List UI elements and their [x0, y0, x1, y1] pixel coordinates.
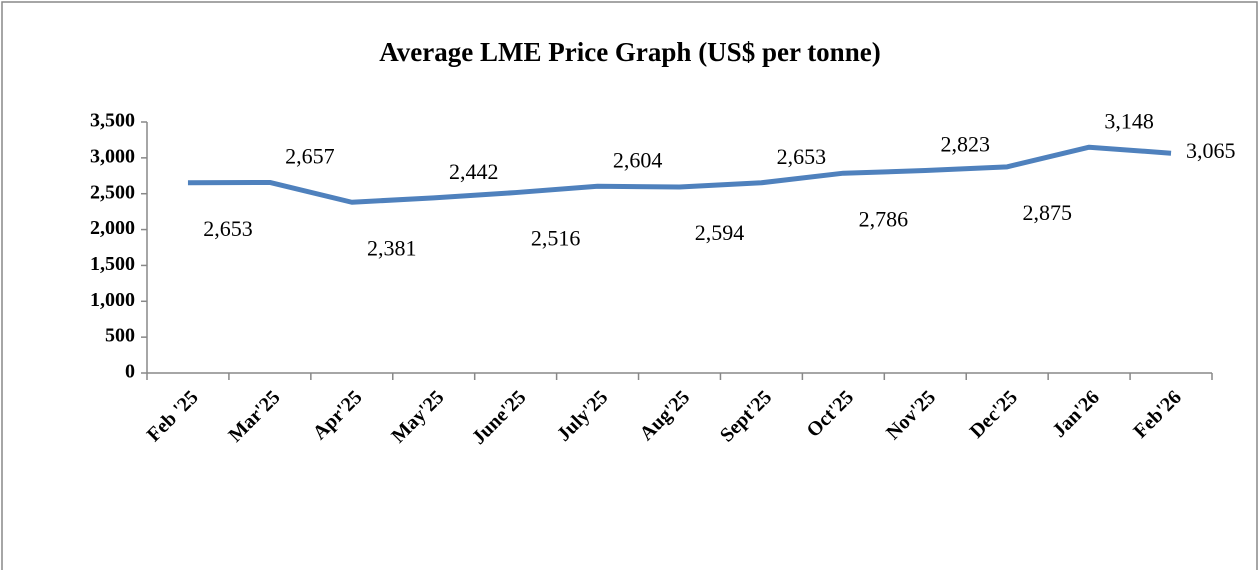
- data-label: 3,148: [1104, 108, 1154, 133]
- data-label: 2,875: [1022, 200, 1072, 225]
- y-tick-label: 0: [125, 361, 135, 383]
- data-label: 2,786: [859, 206, 909, 231]
- data-label: 2,604: [613, 147, 663, 172]
- data-label: 2,657: [285, 144, 335, 169]
- data-label: 2,442: [449, 159, 499, 184]
- data-label: 2,653: [203, 216, 253, 241]
- y-tick-label: 2,000: [90, 217, 135, 239]
- y-tick-label: 3,000: [90, 145, 135, 167]
- data-label: 2,653: [777, 144, 827, 169]
- data-label: 3,065: [1186, 138, 1236, 163]
- data-label: 2,381: [367, 235, 417, 260]
- y-tick-label: 3,500: [90, 110, 135, 132]
- y-tick-label: 1,500: [90, 253, 135, 275]
- y-tick-label: 1,000: [90, 289, 135, 311]
- y-tick-label: 500: [105, 325, 135, 347]
- chart-title: Average LME Price Graph (US$ per tonne): [379, 37, 880, 67]
- line: [187, 144, 1172, 205]
- data-label: 2,516: [531, 226, 581, 251]
- y-tick-label: 2,500: [90, 181, 135, 203]
- data-label: 2,594: [695, 220, 745, 245]
- data-label: 2,823: [941, 132, 991, 157]
